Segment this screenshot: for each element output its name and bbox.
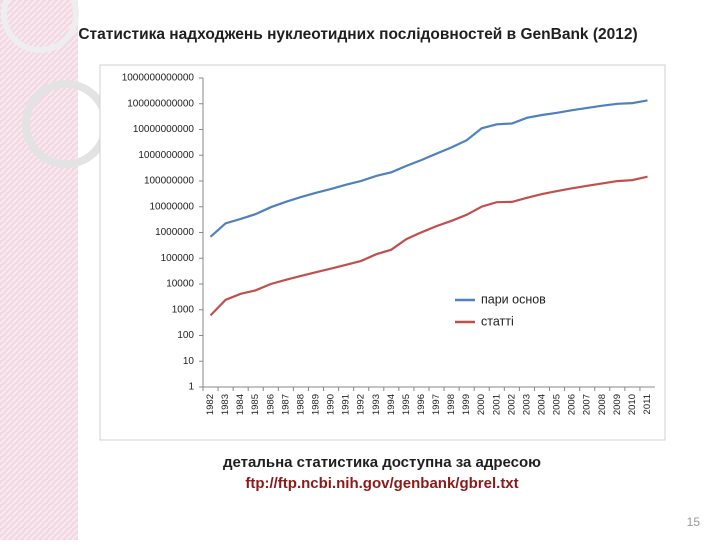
x-tick-label: 2004 [537,394,548,415]
series-line [209,99,648,238]
series-line [209,175,648,317]
y-tick-label: 10000 [166,279,194,290]
x-tick-label: 1992 [356,394,367,415]
y-tick-label: 100 [177,330,194,341]
x-tick-label: 2002 [506,394,517,415]
y-tick-label: 1000000000000 [122,73,195,84]
x-tick-label: 1985 [250,394,261,415]
x-tick-label: 1987 [280,394,291,415]
legend-label: статті [481,314,514,328]
x-tick-label: 1989 [311,394,322,415]
x-tick-label: 2007 [582,394,593,415]
y-tick-label: 100000000 [144,176,194,187]
x-tick-label: 1999 [461,394,472,415]
x-tick-label: 1983 [220,394,231,415]
plot: 1 10 100 1000 10000 100000 1000000 10000000 1000… [122,73,655,415]
y-tick-label: 10000000 [150,201,195,212]
y-tick-label: 1000 [172,304,195,315]
x-tick-label: 2008 [597,394,608,415]
caption: детальна статистика доступна за адресою [223,454,541,471]
x-tick-label: 2001 [491,394,502,415]
x-tick-label: 1991 [341,394,352,415]
x-tick-label: 1994 [386,394,397,415]
slide-title: Статистика надходжень нуклеотидних послі… [78,26,637,43]
x-tick-label: 2000 [476,394,487,415]
link[interactable]: ftp://ftp.ncbi.nih.gov/genbank/gbrel.txt [245,475,518,492]
page-number: 15 [687,515,701,529]
x-tick-label: 2006 [567,394,578,415]
x-tick-label: 2011 [642,394,653,414]
x-tick-label: 2010 [627,394,638,415]
x-tick-label: 1997 [431,394,442,415]
x-tick-label: 1995 [401,394,412,415]
y-tick-label: 10 [183,356,195,367]
y-tick-label: 100000000000 [127,98,194,109]
x-tick-label: 2009 [612,394,623,415]
x-tick-label: 1982 [205,394,216,415]
x-tick-label: 1993 [371,394,382,415]
x-tick-label: 2005 [552,394,563,415]
x-tick-label: 1988 [295,394,306,415]
y-tick-label: 1 [188,382,194,393]
x-tick-label: 1984 [235,394,246,415]
x-tick-label: 1998 [446,394,457,415]
x-tick-label: 1996 [416,394,427,415]
x-tick-label: 1990 [326,394,337,415]
y-tick-label: 1000000000 [138,150,194,161]
x-tick-label: 1986 [265,394,276,415]
x-tick-label: 2003 [521,394,532,415]
y-tick-label: 10000000000 [133,124,195,135]
y-tick-label: 100000 [161,253,195,264]
legend-label: пари основ [481,292,546,306]
y-tick-label: 1000000 [155,227,194,238]
decor-circle [1,0,79,53]
